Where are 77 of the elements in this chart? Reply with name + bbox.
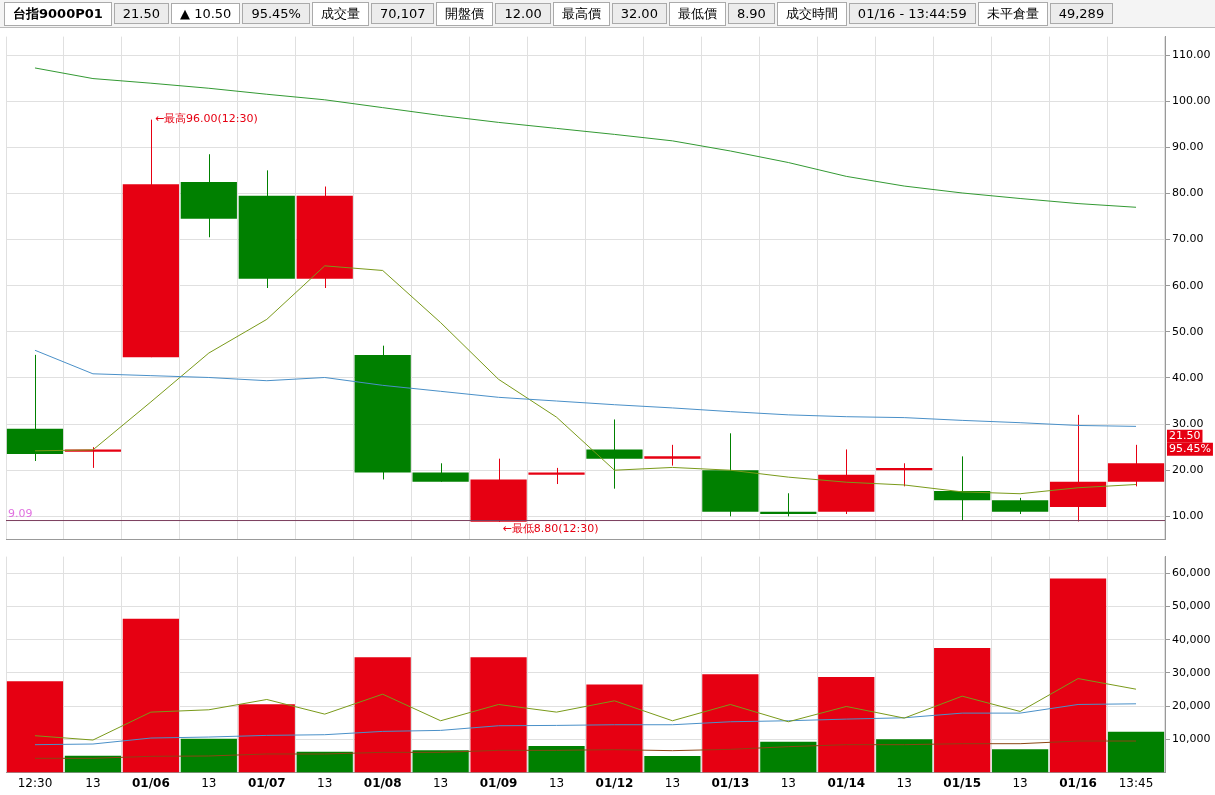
bar (6, 681, 64, 773)
text: 49,289 (1049, 3, 1114, 24)
y-tick-label: 110.00 (1172, 47, 1211, 61)
text: ▲ 10.50 (171, 3, 241, 24)
text: 21.50 (1169, 429, 1201, 443)
y-tick-label: 40.00 (1172, 370, 1204, 384)
text: 台指9000P01 (4, 1, 112, 26)
x-tick-label: 13 (780, 775, 796, 790)
bar (122, 618, 179, 773)
y-tick-label: 70.00 (1172, 232, 1204, 246)
bar (702, 674, 759, 773)
bar (586, 684, 643, 773)
x-tick-label: 13 (85, 775, 101, 790)
y-tick-label: 10,000 (1172, 732, 1211, 746)
bar (1107, 731, 1165, 773)
y-tick-label: 40,000 (1172, 632, 1211, 646)
x-tick-label: 01/08 (363, 775, 402, 790)
text: 8.90 (727, 3, 775, 24)
y-tick-label: 30.00 (1172, 416, 1204, 430)
text: 70,107 (370, 3, 435, 24)
text: 最低價 (668, 1, 726, 26)
y-tick-label: 20,000 (1172, 699, 1211, 712)
x-tick-label: 01/09 (479, 775, 518, 790)
bar (354, 657, 411, 773)
annotation: ←最高96.00(12:30) (154, 112, 258, 126)
bar (992, 749, 1049, 773)
text: 最高價 (552, 1, 610, 26)
text: 開盤價 (436, 1, 494, 26)
x-tick-label: 13 (1012, 775, 1028, 790)
x-tick-label: 13:45 (1118, 775, 1154, 790)
y-tick-label: 20.00 (1172, 463, 1204, 477)
bar (180, 738, 237, 773)
annotation: ←最低8.80(12:30) (502, 521, 599, 535)
x-tick-label: 13 (896, 775, 912, 790)
x-tick-label: 01/12 (595, 775, 634, 790)
text: 01/16 - 13:44:59 (848, 3, 976, 24)
x-tick-label: 13 (548, 775, 565, 790)
y-tick-label: 50.00 (1172, 324, 1204, 338)
x-tick-label: 13 (432, 775, 449, 790)
ref-line-label: 9.09 (8, 506, 33, 520)
text: 未平倉量 (977, 1, 1048, 26)
text: 95.45% (242, 3, 310, 24)
x-tick-label: 13 (201, 775, 217, 790)
y-tick-label: 100.00 (1172, 94, 1211, 108)
text: 12.00 (495, 3, 551, 24)
x-tick-label: 01/14 (827, 775, 866, 790)
y-tick-label: 60,000 (1172, 566, 1211, 580)
y-tick-label: 10.00 (1172, 509, 1204, 523)
y-tick-label: 60.00 (1172, 278, 1204, 292)
y-tick-label: 80.00 (1172, 186, 1204, 200)
x-tick-label: 12:30 (17, 775, 53, 790)
x-tick-label: 01/15 (943, 775, 982, 790)
text: 21.50 (113, 3, 170, 24)
y-tick-label: 90.00 (1172, 140, 1204, 154)
y-tick-label: 30,000 (1172, 665, 1211, 679)
text: 成交量 (311, 1, 369, 26)
y-tick-label: 50,000 (1172, 599, 1211, 613)
text: 32.00 (611, 3, 667, 24)
candlestick (644, 444, 701, 467)
bar (238, 704, 295, 773)
x-tick-label: 01/16 (1059, 775, 1097, 790)
x-tick-label: 13 (664, 775, 681, 790)
bar (760, 741, 817, 773)
bar (644, 755, 701, 773)
bar (876, 739, 933, 773)
bar (412, 750, 469, 773)
bar (934, 647, 991, 773)
x-tick-label: 01/13 (711, 775, 750, 790)
text: 成交時間 (776, 1, 847, 26)
bar (818, 676, 875, 773)
x-tick-label: 01/07 (247, 775, 286, 790)
x-tick-label: 13 (317, 775, 333, 790)
bar (470, 657, 527, 773)
bar (1049, 578, 1107, 773)
bar (528, 746, 585, 773)
text: 95.45% (1169, 442, 1211, 456)
x-tick-label: 01/06 (131, 775, 170, 790)
